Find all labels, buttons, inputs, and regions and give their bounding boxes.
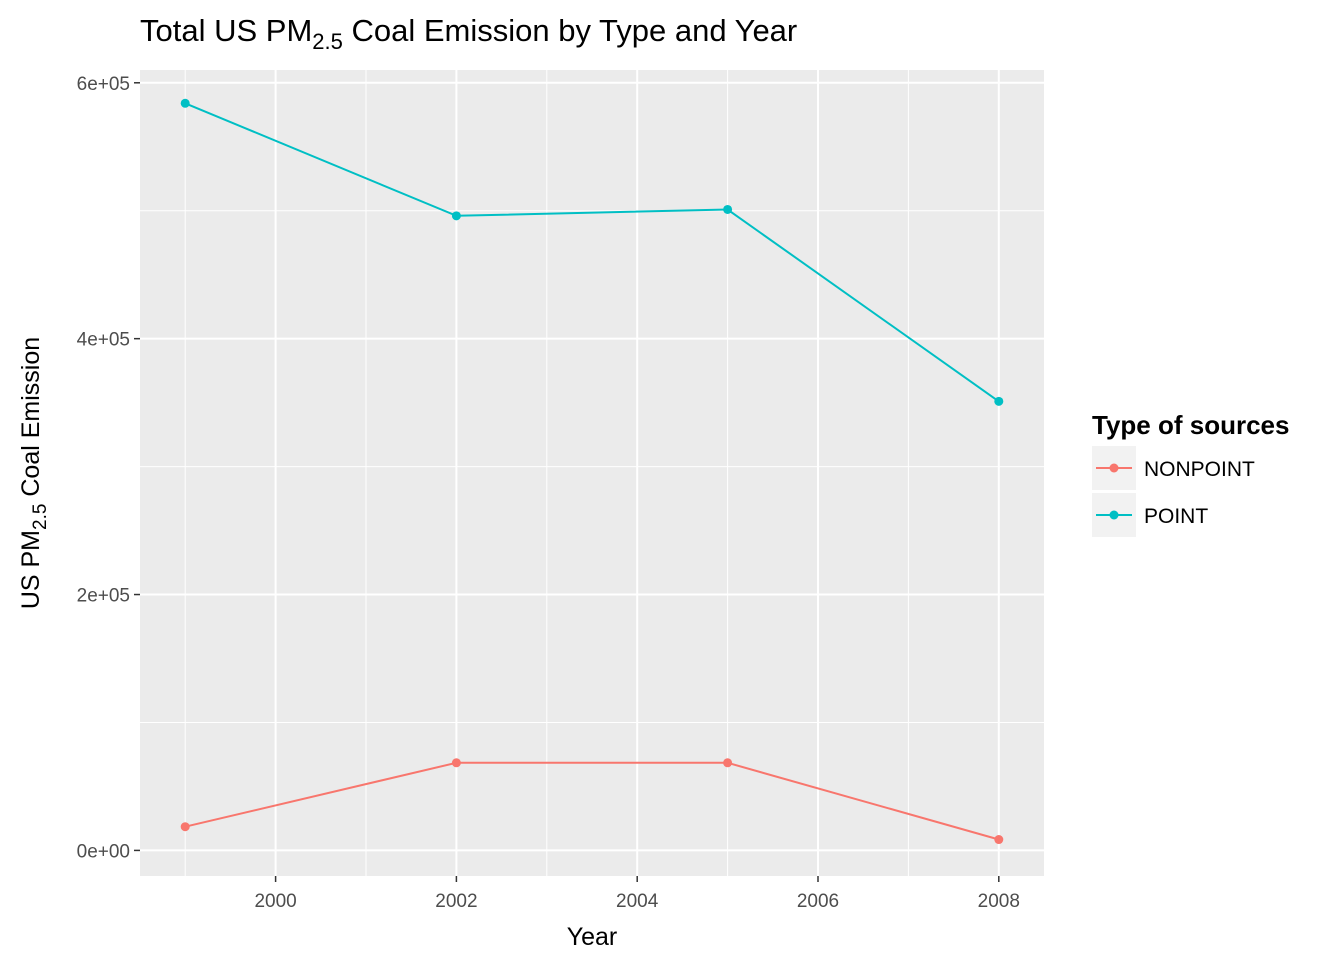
series-line-nonpoint (184, 761, 1000, 841)
y-axis-title-main: US PM (17, 530, 45, 609)
data-point-point (451, 211, 461, 221)
series-nonpoint (180, 758, 1004, 845)
y-axis-title-subscript: 2.5 (30, 504, 51, 530)
y-axis: 0e+00 2e+05 4e+05 6e+05 (77, 74, 140, 862)
data-point-nonpoint (451, 758, 461, 768)
legend-label: NONPOINT (1144, 458, 1255, 481)
y-tick-label: 0e+00 (77, 841, 130, 862)
series-layer (180, 98, 1004, 845)
series-point (180, 98, 1004, 406)
data-point-nonpoint (180, 822, 190, 832)
legend: Type of sources NONPOINT POINT (1092, 410, 1289, 537)
legend-key-point (1109, 510, 1119, 520)
chart-title-main: Total US PM (140, 13, 312, 48)
data-point-point (723, 204, 733, 214)
x-tick-label: 2000 (254, 891, 296, 912)
y-tick-label: 4e+05 (77, 330, 130, 351)
x-axis-title: Year (567, 923, 618, 951)
x-tick-label: 2006 (797, 891, 839, 912)
legend-items: NONPOINT POINT (1092, 446, 1255, 537)
legend-item-nonpoint: NONPOINT (1092, 446, 1255, 490)
x-axis: 2000 2002 2004 2006 2008 (254, 876, 1020, 912)
legend-title: Type of sources (1092, 410, 1289, 440)
series-line-point (184, 102, 1000, 403)
y-tick-label: 6e+05 (77, 74, 130, 95)
x-tick-label: 2004 (616, 891, 659, 912)
y-axis-title-rest: Coal Emission (17, 337, 45, 504)
data-point-point (994, 396, 1004, 406)
legend-item-point: POINT (1092, 493, 1208, 537)
chart-title-rest: Coal Emission by Type and Year (343, 13, 797, 48)
legend-label: POINT (1144, 505, 1208, 528)
x-tick-label: 2002 (435, 891, 477, 912)
chart-title: Total US PM2.5 Coal Emission by Type and… (140, 13, 797, 54)
data-point-point (180, 98, 190, 108)
data-point-nonpoint (723, 758, 733, 768)
plot-panel (140, 70, 1044, 876)
legend-key-point (1109, 463, 1119, 473)
grid-lines (140, 70, 1044, 876)
y-tick-label: 2e+05 (77, 586, 130, 607)
y-axis-title: US PM2.5 Coal Emission (17, 337, 51, 609)
chart-title-subscript: 2.5 (312, 29, 343, 54)
x-tick-label: 2008 (978, 891, 1020, 912)
data-point-nonpoint (994, 835, 1004, 845)
